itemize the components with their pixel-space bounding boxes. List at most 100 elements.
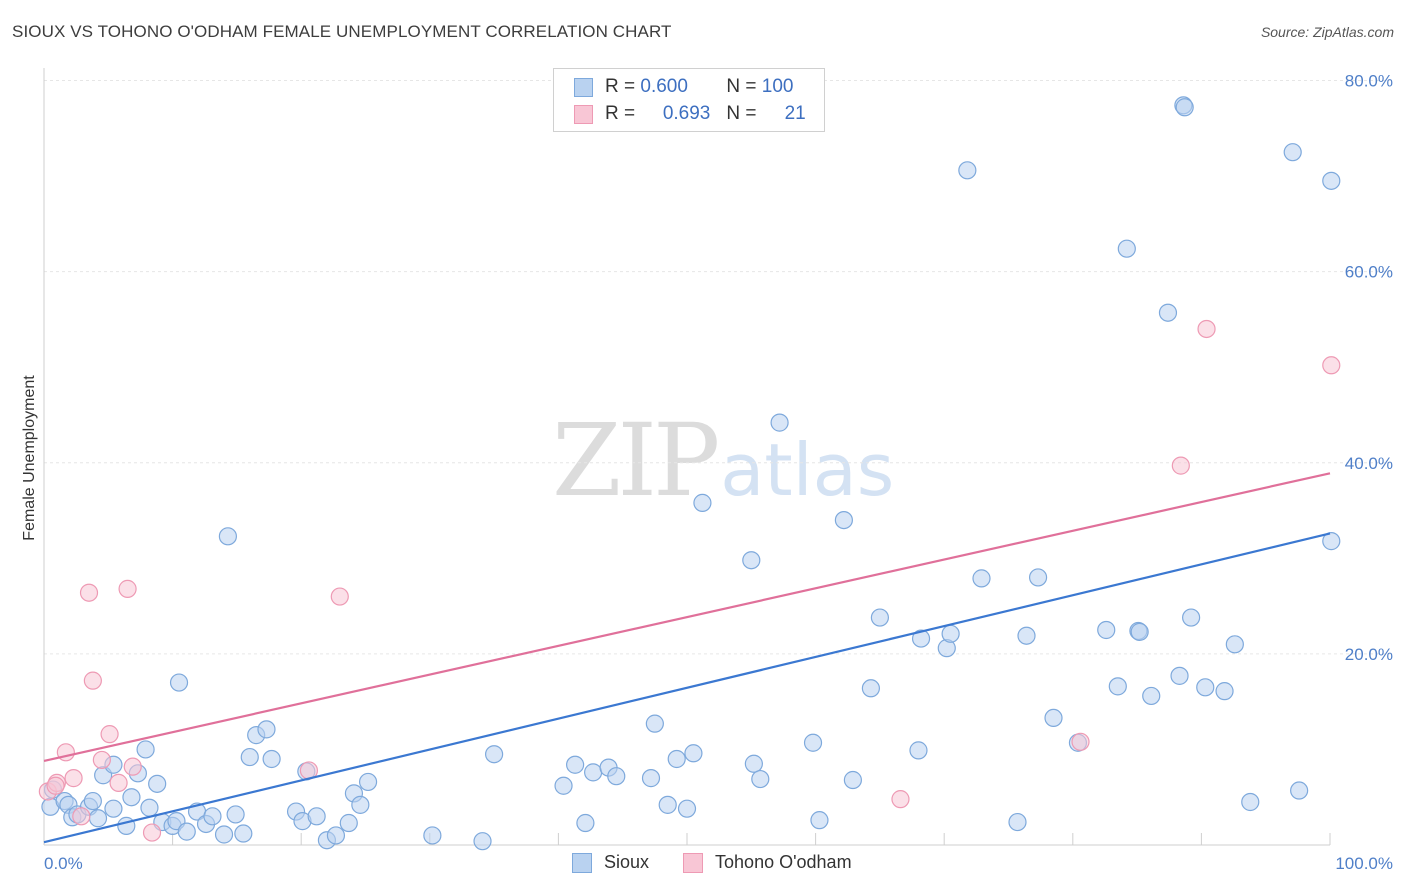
sioux-point-16 (140, 798, 159, 817)
sioux-point-66 (834, 510, 853, 530)
tohono-point-16 (1071, 732, 1090, 751)
tohono-point-3 (64, 769, 83, 788)
sioux-point-29 (234, 824, 253, 843)
tohono-point-4 (72, 807, 91, 826)
legend-n-value-tohono: 21 (784, 103, 806, 124)
sioux-point-39 (326, 826, 346, 845)
sioux-point-85 (1130, 622, 1149, 641)
sioux-point-55 (658, 795, 677, 814)
sioux-point-7 (83, 791, 102, 811)
tohono-point-9 (109, 773, 128, 792)
x-tick-label-max: 100.0% (1335, 854, 1393, 873)
sioux-point-49 (576, 813, 595, 833)
sioux-point-71 (911, 629, 931, 648)
x-tick-marks (43, 833, 1331, 845)
sioux-point-60 (742, 551, 761, 570)
sioux-point-74 (958, 161, 977, 180)
sioux-point-57 (677, 799, 697, 818)
sioux-point-11 (104, 799, 123, 818)
sioux-point-63 (770, 413, 789, 432)
sioux-point-13 (122, 788, 141, 807)
sioux-point-33 (262, 749, 281, 769)
y-tick-label-60: 60.0% (1345, 263, 1393, 282)
sioux-point-90 (1175, 98, 1194, 117)
legend-r-label: R = (605, 103, 641, 124)
sioux-point-76 (1008, 812, 1027, 832)
legend-swatch-tohono (574, 104, 593, 124)
source-label: Source: ZipAtlas.com (1260, 24, 1394, 40)
x-tick-labels: 0.0% 100.0% (44, 854, 1393, 873)
sioux-point-87 (1158, 303, 1178, 322)
series-legend-tohono: Tohono O'odham (683, 852, 852, 873)
tohono-point-10 (118, 579, 137, 598)
tohono-points (38, 319, 1341, 842)
sioux-point-22 (177, 822, 196, 841)
sioux-point-81 (1097, 620, 1116, 640)
series-label-sioux: Sioux (604, 852, 650, 872)
y-tick-label-40: 40.0% (1345, 454, 1393, 473)
series-label-tohono: Tohono O'odham (715, 852, 852, 872)
sioux-point-15 (136, 740, 155, 759)
sioux-point-21 (169, 673, 189, 692)
tohono-point-12 (142, 823, 162, 842)
tohono-point-15 (891, 790, 910, 809)
series-swatch-sioux (572, 852, 592, 873)
sioux-point-73 (941, 624, 960, 643)
tohono-point-20 (46, 776, 65, 795)
legend-r-value-tohono: 0.693 (662, 103, 711, 124)
tohono-point-5 (79, 583, 99, 602)
sioux-point-8 (88, 809, 108, 828)
sioux-point-42 (351, 795, 370, 814)
sioux-point-61 (744, 754, 763, 773)
sioux-point-77 (1017, 626, 1036, 645)
sioux-point-75 (972, 569, 991, 588)
sioux-point-43 (358, 772, 378, 792)
sioux-point-37 (307, 807, 326, 826)
legend-r-label: R = (605, 76, 641, 97)
sioux-point-79 (1044, 708, 1063, 728)
tohono-trend-line (43, 472, 1331, 762)
sioux-point-98 (1322, 171, 1341, 190)
legend-n-value-sioux: 100 (761, 76, 794, 97)
sioux-point-27 (218, 527, 237, 546)
y-tick-labels: 20.0% 40.0% 60.0% 80.0% (1345, 72, 1393, 664)
sioux-point-54 (645, 714, 664, 733)
sioux-point-44 (423, 826, 442, 845)
sioux-point-99 (1322, 532, 1341, 551)
x-tick-label-min: 0.0% (44, 854, 83, 873)
tohono-point-18 (1197, 319, 1216, 339)
sioux-point-62 (751, 769, 770, 789)
sioux-point-50 (584, 763, 603, 782)
sioux-point-53 (641, 769, 661, 788)
watermark-zip: ZIP (552, 402, 720, 519)
sioux-point-40 (339, 813, 358, 833)
series-legend-sioux: Sioux (572, 852, 649, 873)
sioux-point-56 (667, 749, 686, 769)
sioux-point-69 (870, 608, 890, 627)
sioux-point-58 (684, 744, 703, 763)
sioux-point-64 (803, 733, 823, 752)
sioux-point-95 (1241, 792, 1260, 812)
legend-n-label: N = (726, 103, 762, 124)
sioux-point-59 (693, 493, 712, 512)
legend-row-tohono: R = 0.693 N = 21 (574, 102, 806, 126)
sioux-point-25 (203, 807, 222, 826)
sioux-point-17 (148, 774, 167, 793)
sioux-point-46 (485, 745, 504, 764)
sioux-point-96 (1283, 143, 1302, 162)
chart-title: SIOUX VS TOHONO O'ODHAM FEMALE UNEMPLOYM… (12, 22, 672, 41)
tohono-point-7 (92, 750, 111, 770)
sioux-point-78 (1028, 568, 1048, 587)
watermark-atlas: atlas (720, 428, 895, 512)
sioux-point-48 (566, 755, 585, 774)
correlation-legend: R = 0.600 N = 100 R = 0.693 N = 21 (553, 68, 825, 132)
legend-row-sioux: R = 0.600 N = 100 (574, 75, 793, 99)
sioux-point-82 (1108, 677, 1127, 696)
sioux-point-97 (1290, 781, 1309, 800)
sioux-point-70 (909, 741, 928, 760)
sioux-point-83 (1117, 239, 1136, 258)
sioux-point-65 (810, 811, 829, 830)
tohono-point-11 (123, 757, 142, 776)
tohono-point-17 (1171, 456, 1190, 475)
